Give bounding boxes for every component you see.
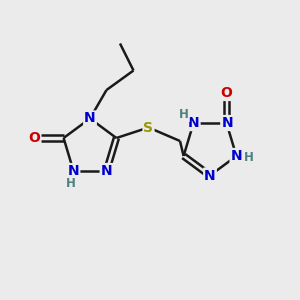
Text: N: N — [188, 116, 199, 130]
Text: N: N — [188, 116, 199, 130]
Text: H: H — [244, 151, 254, 164]
Text: N: N — [221, 116, 233, 130]
Text: S: S — [143, 121, 154, 134]
Text: H: H — [179, 108, 189, 121]
Text: N: N — [68, 164, 79, 178]
Text: O: O — [28, 131, 40, 145]
Text: H: H — [66, 177, 75, 190]
Text: N: N — [231, 149, 242, 163]
Text: N: N — [204, 169, 216, 182]
Text: N: N — [101, 164, 112, 178]
Text: N: N — [84, 112, 96, 125]
Text: O: O — [220, 86, 232, 100]
